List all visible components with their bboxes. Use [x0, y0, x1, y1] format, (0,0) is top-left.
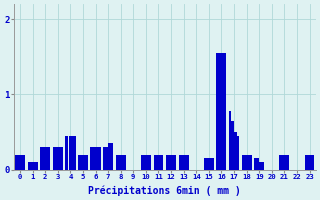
Bar	[305, 155, 315, 170]
Bar	[237, 136, 239, 170]
Bar	[65, 136, 68, 170]
Bar	[171, 155, 174, 170]
Bar	[49, 147, 51, 170]
Bar	[234, 132, 236, 170]
Bar	[28, 162, 37, 170]
Bar	[78, 155, 83, 170]
Bar	[141, 155, 146, 170]
Bar	[45, 147, 47, 170]
Bar	[47, 147, 49, 170]
Bar	[69, 136, 72, 170]
Bar	[42, 147, 43, 170]
Bar	[166, 155, 168, 170]
Bar	[204, 158, 214, 170]
Bar	[116, 155, 126, 170]
Bar	[254, 158, 259, 170]
Bar	[52, 147, 58, 170]
Bar	[103, 147, 108, 170]
Bar	[229, 111, 231, 170]
X-axis label: Précipitations 6min ( mm ): Précipitations 6min ( mm )	[88, 185, 241, 196]
Bar	[108, 143, 113, 170]
Bar	[242, 155, 252, 170]
Bar	[40, 147, 42, 170]
Bar	[98, 147, 101, 170]
Bar	[58, 147, 63, 170]
Bar	[146, 155, 151, 170]
Bar	[217, 53, 226, 170]
Bar	[90, 147, 94, 170]
Bar	[72, 136, 76, 170]
Bar	[44, 147, 45, 170]
Bar	[260, 162, 264, 170]
Bar	[174, 155, 176, 170]
Bar	[231, 121, 234, 170]
Bar	[154, 155, 164, 170]
Bar	[94, 147, 97, 170]
Bar	[279, 155, 289, 170]
Bar	[15, 155, 25, 170]
Bar	[83, 155, 88, 170]
Bar	[179, 155, 188, 170]
Bar	[169, 155, 171, 170]
